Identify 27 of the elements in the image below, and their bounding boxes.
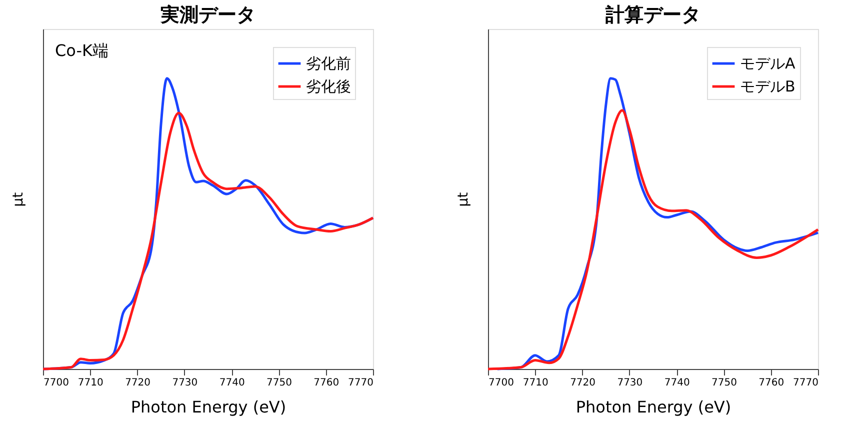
x-tick-label: 7710 [522, 378, 548, 388]
x-tick-label: 7720 [125, 378, 151, 388]
y-axis-title: μt [456, 192, 472, 207]
x-tick-label: 7710 [78, 378, 104, 388]
chart-title: 実測データ [160, 4, 256, 26]
x-axis-title: Photon Energy (eV) [576, 398, 732, 416]
x-tick-label: 7700 [44, 378, 69, 388]
x-tick-label: 7720 [570, 378, 596, 388]
y-axis-title: μt [10, 192, 26, 207]
x-tick-label: 7760 [314, 378, 340, 388]
text: Co-K端 [55, 41, 109, 60]
x-tick-label: 7740 [219, 378, 245, 388]
x-axis-title: Photon Energy (eV) [130, 398, 286, 416]
x-tick-label: 7700 [488, 378, 514, 388]
x-tick-label: 7770 [793, 378, 818, 388]
legend-label: 劣化前 [306, 54, 351, 72]
x-tick-label: 7760 [758, 378, 784, 388]
x-tick-label: 7750 [711, 378, 737, 388]
legend-label: モデルB [740, 78, 796, 96]
x-tick-label: 7770 [348, 378, 374, 388]
x-tick-label: 7730 [172, 378, 198, 388]
x-tick-label: 7730 [617, 378, 643, 388]
chart-title: 計算データ [604, 4, 700, 26]
x-tick-label: 7750 [266, 378, 292, 388]
x-tick-label: 7740 [664, 378, 690, 388]
legend-label: モデルA [740, 54, 796, 72]
legend-label: 劣化後 [306, 78, 351, 96]
